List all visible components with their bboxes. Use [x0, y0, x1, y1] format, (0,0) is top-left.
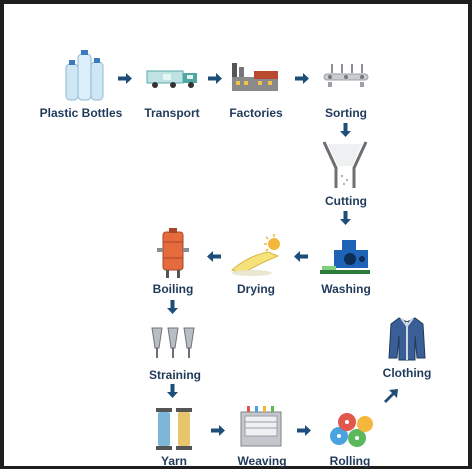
hopper-icon — [322, 141, 368, 188]
label-cutting: Cutting — [325, 194, 367, 208]
label-transport: Transport — [144, 106, 200, 120]
process-diagram: Plastic Bottles Transport Factories — [4, 4, 468, 468]
stage-plastic-bottles — [62, 48, 108, 102]
stage-boiling — [157, 228, 189, 278]
label-boiling: Boiling — [152, 282, 194, 296]
label-drying: Drying — [236, 282, 276, 296]
bottles-icon — [65, 50, 104, 101]
washing-machine-icon — [320, 240, 370, 274]
label-yarn: Yarn — [160, 454, 188, 468]
stage-clothing — [387, 316, 427, 362]
arrow-bottles-to-transport — [118, 73, 132, 84]
arrow-sorting-to-cutting — [340, 123, 351, 137]
stage-washing — [320, 236, 372, 278]
stage-straining — [149, 326, 197, 360]
loom-icon — [240, 406, 282, 447]
label-rolling: Rolling — [329, 454, 371, 468]
arrow-yarn-to-weaving — [211, 425, 225, 436]
spool-icon — [156, 408, 192, 450]
arrow-transport-to-factories — [208, 73, 222, 84]
jacket-icon — [388, 317, 426, 361]
strainer-icon — [151, 327, 195, 358]
arrow-drying-to-boiling — [207, 251, 221, 262]
stage-factories — [230, 59, 280, 95]
arrow-washing-to-drying — [294, 251, 308, 262]
stage-rolling — [327, 406, 377, 448]
stage-weaving — [239, 406, 283, 450]
stage-transport — [145, 66, 201, 90]
arrow-cutting-to-washing — [340, 211, 351, 225]
label-weaving: Weaving — [237, 454, 287, 468]
stage-drying — [228, 234, 284, 276]
label-washing: Washing — [321, 282, 371, 296]
label-sorting: Sorting — [325, 106, 367, 120]
stage-sorting — [322, 60, 370, 88]
label-straining: Straining — [148, 368, 202, 382]
boiler-icon — [157, 228, 189, 278]
arrow-weaving-to-rolling — [297, 425, 311, 436]
conveyor-icon — [323, 64, 369, 87]
stage-yarn — [154, 408, 194, 450]
label-factories: Factories — [229, 106, 283, 120]
factory-icon — [232, 63, 278, 91]
label-clothing: Clothing — [382, 366, 432, 380]
arrow-boiling-to-straining — [167, 300, 178, 314]
fabric-rolls-icon — [330, 413, 373, 447]
arrow-rolling-to-clothing — [384, 389, 398, 403]
label-plastic-bottles: Plastic Bottles — [39, 106, 123, 120]
arrow-factories-to-sorting — [295, 73, 309, 84]
stage-cutting — [322, 140, 368, 190]
sun-icon — [231, 234, 280, 276]
arrow-straining-to-yarn — [167, 384, 178, 398]
truck-icon — [146, 70, 197, 88]
